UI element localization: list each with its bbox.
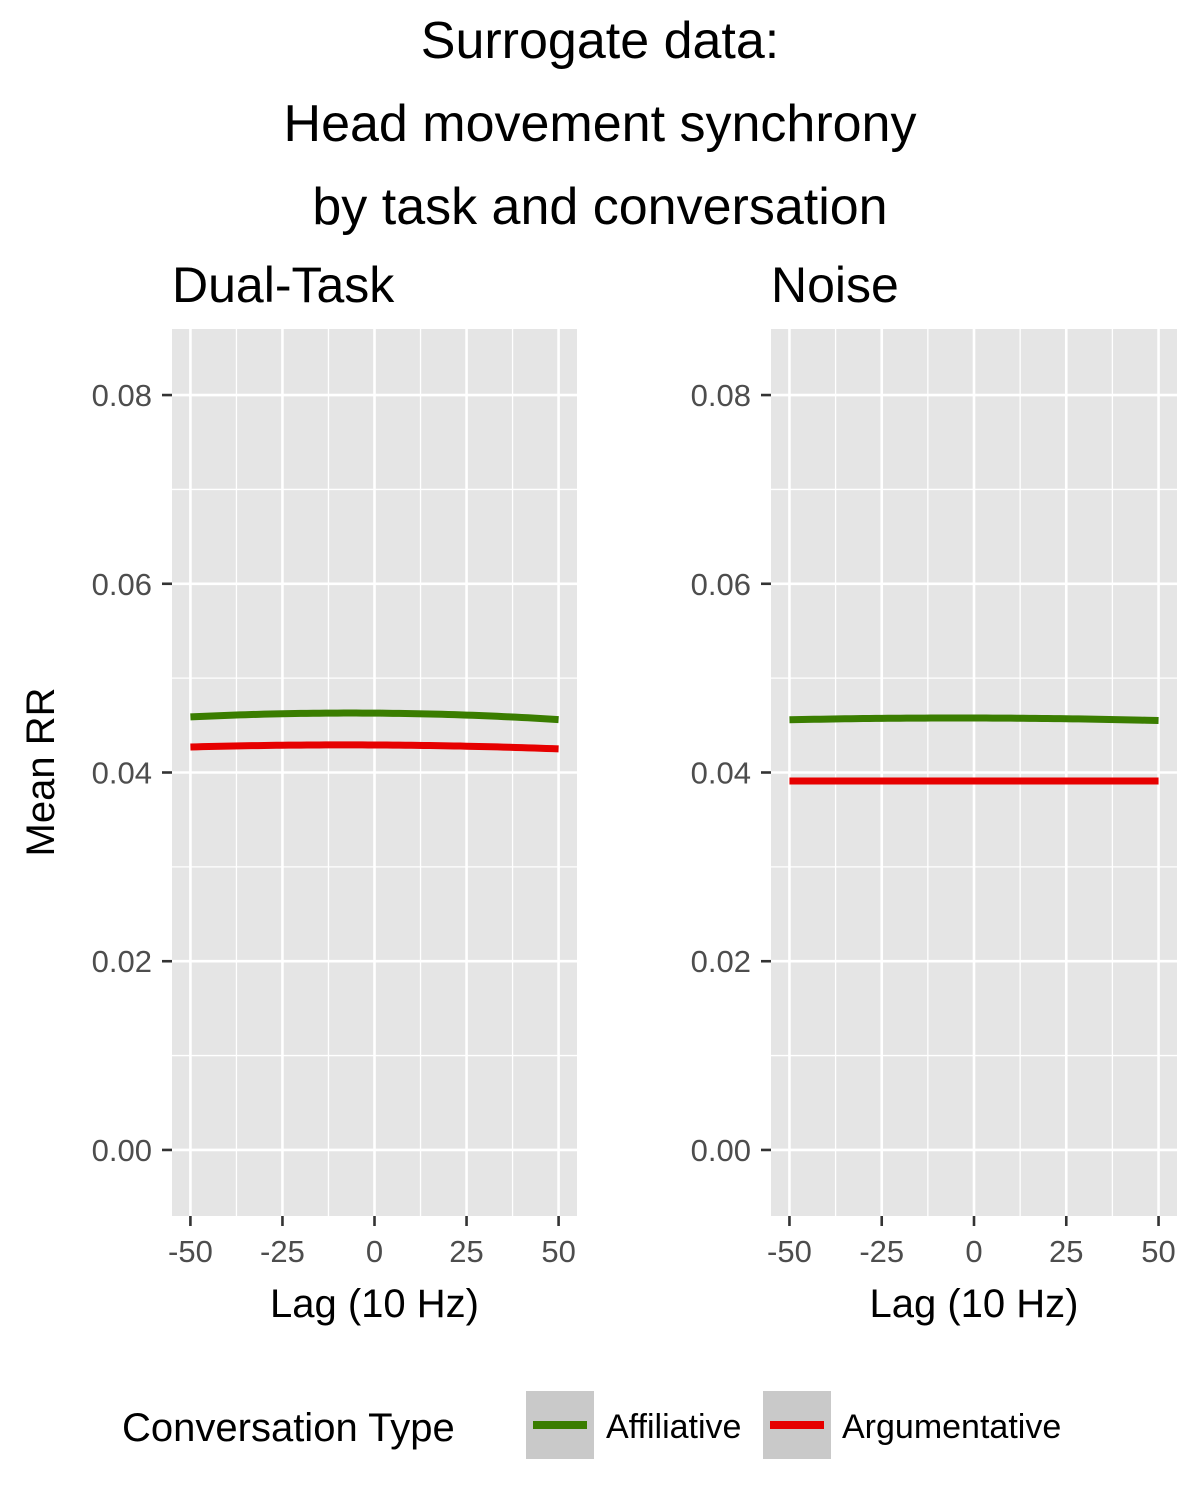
series-line-affiliative xyxy=(190,709,559,724)
y-tick-label: 0.00 xyxy=(691,1133,751,1168)
y-axis-title: Mean RR xyxy=(19,688,63,857)
facet-panels: Dual-Task 0.00 0.02 0.04 0.06 0.08 -50 -25 0 25 50… xyxy=(92,257,1177,1326)
y-tick-label: 0.04 xyxy=(92,756,152,791)
legend-label-argumentative: Argumentative xyxy=(842,1408,1061,1446)
y-tick-label: 0.00 xyxy=(92,1133,152,1168)
x-axis-title: Lag (10 Hz) xyxy=(870,1282,1079,1326)
x-tick-label: -50 xyxy=(767,1234,812,1269)
x-tick-label: 50 xyxy=(1141,1234,1175,1269)
x-tick-label: 25 xyxy=(1049,1234,1083,1269)
panel-noise: Noise 0.00 0.02 0.04 0.06 0.08 -50 -25 0 25 50 Lag … xyxy=(691,257,1177,1326)
legend-label-affiliative: Affiliative xyxy=(606,1408,741,1446)
series-line-argumentative xyxy=(190,741,559,753)
chart-title-line-2: Head movement synchrony xyxy=(284,95,917,153)
x-axis-title: Lag (10 Hz) xyxy=(270,1282,479,1326)
chart-title-line-3: by task and conversation xyxy=(312,178,887,236)
panel-dual-task: Dual-Task 0.00 0.02 0.04 0.06 0.08 -50 -25 0 25 50… xyxy=(92,257,577,1326)
x-tick-label: -50 xyxy=(168,1234,213,1269)
chart-title-line-1: Surrogate data: xyxy=(421,12,779,70)
chart-title: Surrogate data: Head movement synchrony … xyxy=(284,12,917,236)
x-tick-label: 0 xyxy=(965,1234,982,1269)
y-tick-label: 0.08 xyxy=(691,378,751,413)
facet-label-dual-task: Dual-Task xyxy=(172,257,395,313)
y-tick-label: 0.06 xyxy=(691,567,751,602)
y-tick-label: 0.06 xyxy=(92,567,152,602)
y-tick-label: 0.02 xyxy=(92,944,152,979)
x-tick-label: 50 xyxy=(541,1234,575,1269)
y-tick-label: 0.04 xyxy=(691,756,751,791)
x-tick-label: -25 xyxy=(260,1234,305,1269)
x-tick-label: 25 xyxy=(449,1234,483,1269)
x-tick-label: -25 xyxy=(859,1234,904,1269)
legend: Conversation Type Affiliative Argumentat… xyxy=(122,1389,1061,1461)
y-tick-label: 0.02 xyxy=(691,944,751,979)
facet-label-noise: Noise xyxy=(771,257,899,313)
legend-title: Conversation Type xyxy=(122,1406,455,1450)
series-line-affiliative xyxy=(789,714,1159,725)
x-tick-label: 0 xyxy=(366,1234,383,1269)
y-tick-label: 0.08 xyxy=(92,378,152,413)
